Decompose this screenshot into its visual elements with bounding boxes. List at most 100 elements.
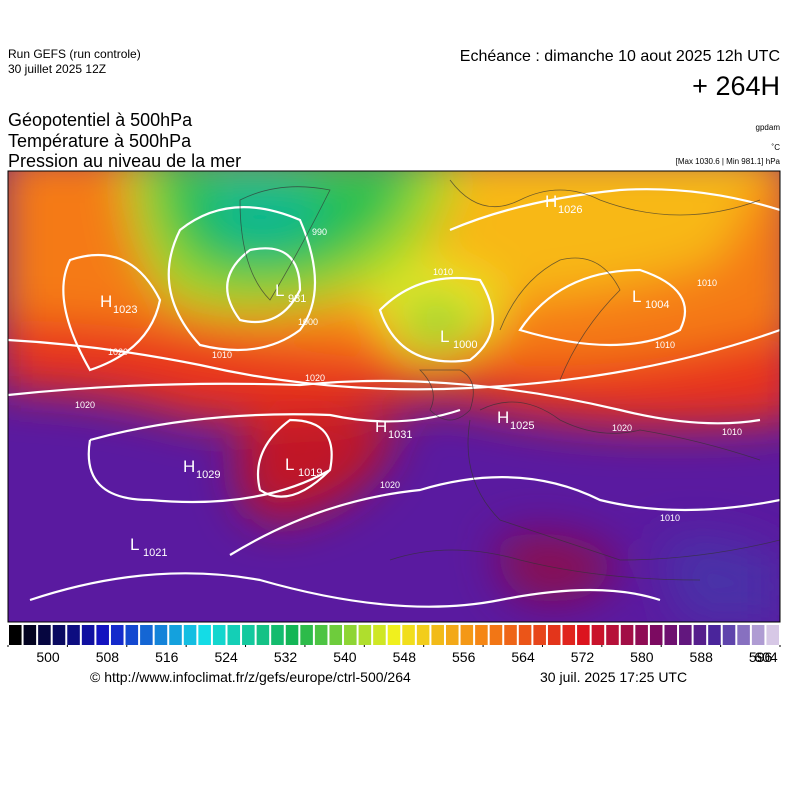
colorbar-swatch — [562, 625, 576, 645]
isobar-label: 1010 — [697, 278, 717, 288]
colorbar-swatch — [96, 625, 109, 645]
center-letter: L — [130, 535, 139, 554]
colorbar-swatch — [664, 625, 678, 645]
colorbar-label: 516 — [155, 649, 179, 665]
colorbar-label: 524 — [214, 649, 238, 665]
colorbar-swatch — [212, 625, 226, 645]
map-frame — [7, 170, 781, 623]
isobar-label: 1020 — [305, 373, 325, 383]
center-letter: H — [545, 192, 557, 211]
center-pressure: 981 — [288, 293, 306, 305]
center-letter: H — [183, 457, 195, 476]
colorbar-swatch — [766, 625, 779, 645]
colorbar-swatch — [9, 625, 22, 645]
colorbar-swatch — [402, 625, 415, 645]
center-pressure: 1000 — [453, 339, 477, 351]
colorbar-swatch — [693, 625, 707, 645]
isobar-label: 1010 — [433, 267, 453, 277]
isobar-label: 1020 — [108, 347, 128, 357]
colorbar-swatch — [110, 625, 124, 645]
colorbar-swatch — [23, 625, 37, 645]
colorbar-swatch — [300, 625, 313, 645]
center-letter: H — [100, 292, 112, 311]
valid-time: Echéance : dimanche 10 aout 2025 12h UTC — [460, 48, 780, 65]
colorbar-swatch — [475, 625, 488, 645]
colorbar-label: 532 — [274, 649, 298, 665]
colorbar-swatch — [460, 625, 474, 645]
isobar-label: 990 — [312, 227, 327, 237]
isobar-label: 1000 — [298, 317, 318, 327]
colorbar-label: 572 — [571, 649, 595, 665]
colorbar-label: 540 — [333, 649, 357, 665]
center-letter: L — [440, 327, 449, 346]
colorbar-swatch — [649, 625, 663, 645]
isobar-label: 1010 — [722, 427, 742, 437]
field-name: Pression au niveau de la mer — [8, 151, 241, 171]
generated-time: 30 juil. 2025 17:25 UTC — [540, 669, 687, 685]
center-pressure: 1021 — [143, 547, 167, 559]
colorbar-swatch — [504, 625, 517, 645]
center-pressure: 1023 — [113, 304, 137, 316]
colorbar-swatch — [445, 625, 459, 645]
unit: [Max 1030.6 | Min 981.1] hPa — [676, 157, 781, 166]
isobar-label: 1010 — [660, 513, 680, 523]
map — [8, 171, 780, 622]
center-letter: L — [285, 455, 294, 474]
center-letter: L — [632, 287, 641, 306]
colorbar-label: 500 — [36, 649, 60, 665]
colorbar-swatch — [169, 625, 182, 645]
run-date: 30 juillet 2025 12Z — [8, 62, 106, 76]
colorbar-swatch — [591, 625, 605, 645]
unit: gpdam — [756, 123, 781, 132]
colorbar-swatch — [314, 625, 328, 645]
isobar-label: 1020 — [612, 423, 632, 433]
isobar-label: 1010 — [212, 350, 232, 360]
colorbar-swatch — [183, 625, 197, 645]
colorbar-swatch — [373, 625, 386, 645]
field-name: Température à 500hPa — [8, 131, 192, 151]
center-pressure: 1019 — [298, 467, 322, 479]
isobar-label: 1010 — [655, 340, 675, 350]
colorbar-label: 588 — [690, 649, 714, 665]
colorbar-swatch — [620, 625, 634, 645]
colorbar-swatch — [344, 625, 357, 645]
colorbar-label: 548 — [393, 649, 417, 665]
center-letter: H — [497, 408, 509, 427]
center-pressure: 1029 — [196, 469, 220, 481]
colorbar-swatch — [227, 625, 241, 645]
colorbar-label: 596 — [749, 649, 773, 665]
isobar-label: 1020 — [380, 480, 400, 490]
colorbar-swatch — [533, 625, 546, 645]
colorbar-swatch — [708, 625, 721, 645]
center-letter: H — [375, 417, 387, 436]
colorbar-swatch — [242, 625, 255, 645]
colorbar-swatch — [67, 625, 80, 645]
lead-time: + 264H — [692, 71, 780, 101]
center-pressure: 1031 — [388, 429, 412, 441]
center-pressure: 1026 — [558, 204, 582, 216]
colorbar-swatch — [125, 625, 139, 645]
colorbar-swatch — [518, 625, 532, 645]
colorbar-swatch — [256, 625, 270, 645]
colorbar-label: 564 — [511, 649, 535, 665]
colorbar-label: 604 — [754, 649, 778, 665]
colorbar-swatch — [358, 625, 372, 645]
colorbar-swatch — [81, 625, 95, 645]
colorbar-swatch — [198, 625, 211, 645]
colorbar-swatch — [547, 625, 561, 645]
colorbar-swatch — [751, 625, 765, 645]
center-pressure: 1004 — [645, 299, 669, 311]
colorbar-swatch — [737, 625, 750, 645]
colorbar-swatch — [606, 625, 619, 645]
colorbar-swatch — [38, 625, 51, 645]
colorbar-swatch — [679, 625, 692, 645]
isobar-label: 1020 — [75, 400, 95, 410]
unit: ˚C — [772, 143, 781, 152]
colorbar-swatch — [577, 625, 590, 645]
colorbar-label: 508 — [96, 649, 120, 665]
colorbar-swatch — [329, 625, 343, 645]
colorbar-swatch — [387, 625, 401, 645]
colorbar-swatch — [52, 625, 66, 645]
colorbar-swatch — [489, 625, 503, 645]
field-name: Géopotentiel à 500hPa — [8, 110, 193, 130]
